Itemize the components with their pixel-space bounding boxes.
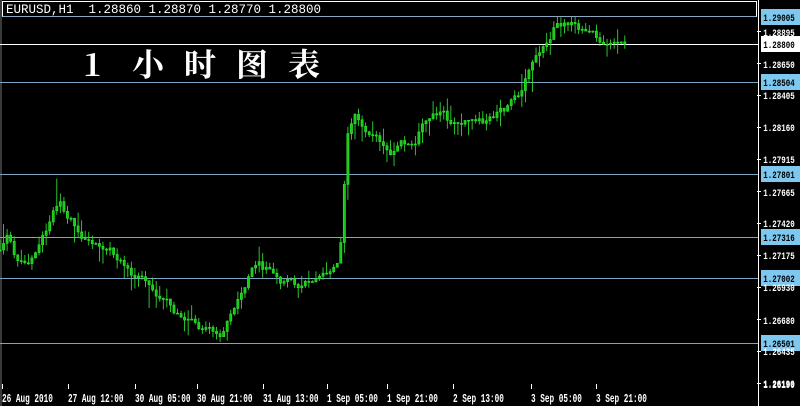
svg-text:EURUSD,H1 1.28860 1.28870 1.2: EURUSD,H1 1.28860 1.28870 1.28770 1.2880…: [6, 3, 321, 17]
